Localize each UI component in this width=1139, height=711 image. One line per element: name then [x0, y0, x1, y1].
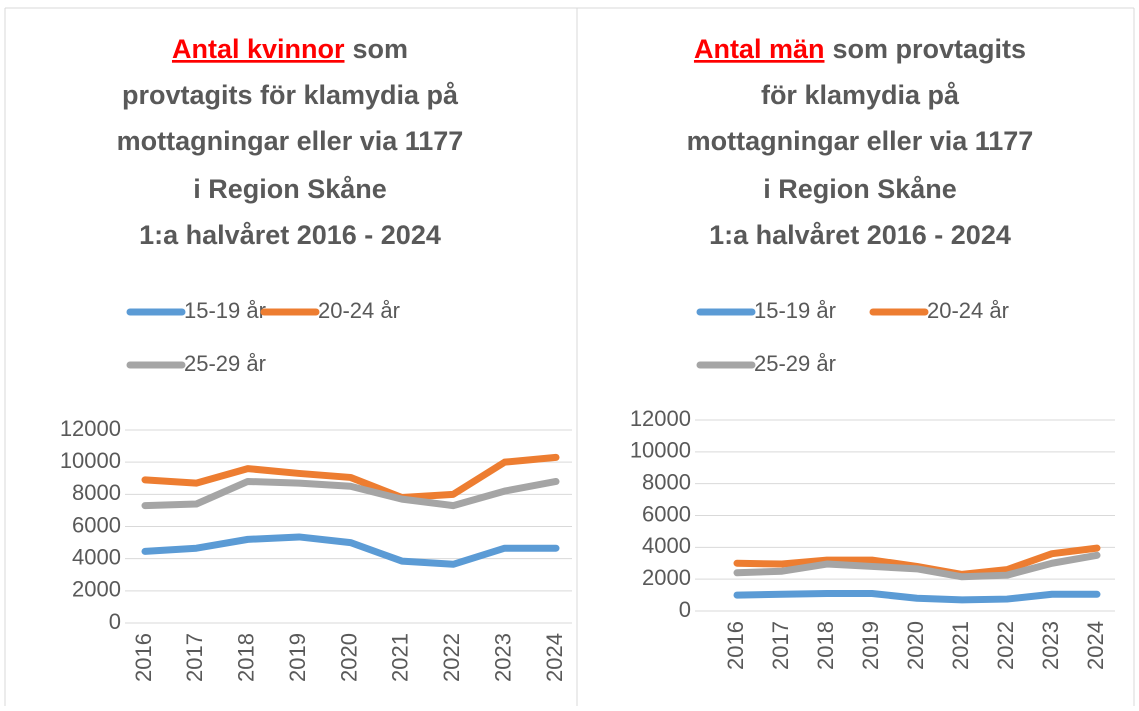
y-tick-label: 2000	[642, 565, 691, 590]
legend-label: 20-24 år	[318, 298, 400, 323]
x-tick-label: 2018	[234, 633, 259, 682]
series-line	[141, 533, 560, 568]
title-part: som	[353, 34, 409, 64]
chart-title: i Region Skåne	[763, 174, 957, 204]
y-tick-label: 12000	[630, 406, 691, 431]
y-tick-label: 0	[109, 609, 121, 634]
x-tick-label: 2024	[542, 633, 567, 682]
title-highlight: Antal män	[694, 34, 825, 64]
x-tick-label: 2023	[1038, 621, 1063, 670]
chart-title: Antal kvinnor som	[172, 34, 408, 64]
y-tick-label: 0	[679, 597, 691, 622]
y-tick-label: 8000	[642, 469, 691, 494]
x-tick-label: 2021	[948, 621, 973, 670]
x-tick-label: 2020	[903, 621, 928, 670]
chart-title: i Region Skåne	[193, 174, 387, 204]
chart-title: för klamydia på	[761, 80, 960, 110]
title-highlight: Antal kvinnor	[172, 34, 345, 64]
chart-title: provtagits för klamydia på	[122, 80, 459, 110]
chart-title: 1:a halvåret 2016 - 2024	[709, 220, 1011, 250]
y-tick-label: 2000	[72, 577, 121, 602]
x-tick-label: 2022	[439, 633, 464, 682]
x-tick-label: 2023	[490, 633, 515, 682]
x-tick-label: 2018	[813, 621, 838, 670]
chart-title: mottagningar eller via 1177	[687, 126, 1034, 156]
x-tick-label: 2017	[768, 621, 793, 670]
y-tick-label: 6000	[642, 501, 691, 526]
x-tick-label: 2022	[993, 621, 1018, 670]
chart-title: Antal män som provtagits	[694, 34, 1026, 64]
chart-title: mottagningar eller via 1177	[117, 126, 464, 156]
series-line	[141, 453, 560, 502]
x-tick-label: 2019	[285, 633, 310, 682]
x-tick-label: 2021	[388, 633, 413, 682]
x-tick-label: 2017	[182, 633, 207, 682]
legend-label: 15-19 år	[184, 298, 266, 323]
y-tick-label: 6000	[72, 512, 121, 537]
y-tick-label: 10000	[60, 448, 121, 473]
legend-label: 25-29 år	[184, 351, 266, 376]
y-tick-label: 4000	[72, 544, 121, 569]
y-tick-label: 10000	[630, 438, 691, 463]
x-tick-label: 2019	[858, 621, 883, 670]
chart-title: 1:a halvåret 2016 - 2024	[139, 220, 441, 250]
series-line	[141, 477, 560, 510]
series-line	[733, 551, 1101, 581]
legend-label: 20-24 år	[927, 298, 1009, 323]
y-tick-label: 4000	[642, 533, 691, 558]
x-tick-label: 2016	[723, 621, 748, 670]
title-part: som provtagits	[832, 34, 1026, 64]
x-tick-label: 2020	[336, 633, 361, 682]
legend-label: 15-19 år	[754, 298, 836, 323]
legend-label: 25-29 år	[754, 351, 836, 376]
x-tick-label: 2016	[131, 633, 156, 682]
series-line	[733, 589, 1101, 604]
x-tick-label: 2024	[1083, 621, 1108, 670]
y-tick-label: 12000	[60, 416, 121, 441]
y-tick-label: 8000	[72, 480, 121, 505]
